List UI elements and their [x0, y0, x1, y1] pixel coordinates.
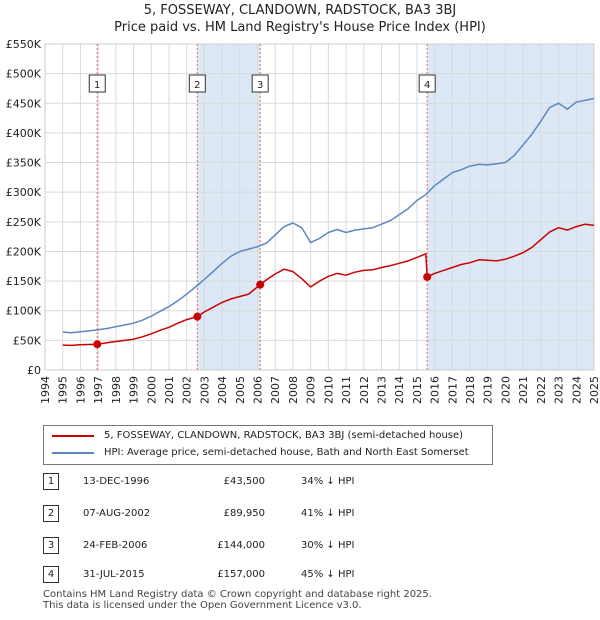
x-axis-ticks: 1994 1995 1996 1997 1998 1999 2000 2001 2002 2003…	[39, 376, 600, 404]
sale-price: £144,000	[217, 540, 265, 551]
sale-marker-box	[88, 74, 106, 93]
x-tick-label: 2001	[163, 376, 176, 404]
footer: Contains HM Land Registry data © Crown c…	[43, 589, 432, 611]
sale-hpi-diff: 41% ↓ HPI	[301, 508, 355, 519]
x-tick-label: 2015	[411, 376, 424, 404]
sale-marker-box	[418, 74, 436, 93]
x-tick-label: 2012	[358, 376, 371, 404]
footer-licence: This data is licensed under the Open Gov…	[43, 600, 362, 611]
y-axis-ticks: £0 £50K £100K £150K £200K £250K £300K £350K £400…	[6, 38, 42, 377]
sale-price: £157,000	[217, 569, 265, 580]
y-tick-label: £200K	[6, 245, 42, 258]
x-tick-label: 2009	[305, 376, 318, 404]
x-tick-label: 2021	[517, 376, 530, 404]
y-tick-label: £300K	[6, 186, 42, 199]
x-tick-label: 1995	[57, 376, 70, 404]
y-tick-label: £250K	[6, 216, 42, 229]
sale-price: £43,500	[223, 476, 265, 487]
sale-hpi-diff: 45% ↓ HPI	[301, 569, 355, 580]
sale-price: £89,950	[223, 508, 265, 519]
x-tick-label: 2023	[553, 376, 566, 404]
sale-date: 13-DEC-1996	[83, 476, 150, 487]
legend-label-property: 5, FOSSEWAY, CLANDOWN, RADSTOCK, BA3 3BJ…	[104, 430, 464, 441]
legend-line-property	[52, 435, 94, 437]
sale-number: 4	[43, 566, 59, 583]
sale-date: 31-JUL-2015	[83, 569, 145, 580]
y-tick-label: £400K	[6, 127, 42, 140]
sale-marker-label: 1	[94, 80, 100, 91]
y-tick-label: £100K	[6, 305, 42, 318]
x-tick-label: 2007	[269, 376, 282, 404]
y-tick-label: £350K	[6, 157, 42, 170]
sale-point	[256, 280, 265, 289]
x-tick-label: 2003	[198, 376, 211, 404]
sale-number: 1	[43, 473, 59, 490]
x-tick-label: 2010	[322, 376, 335, 404]
sale-number: 2	[43, 505, 59, 522]
shaded-range	[197, 44, 261, 370]
x-tick-label: 2008	[287, 376, 300, 404]
x-tick-label: 2018	[464, 376, 477, 404]
x-tick-label: 2016	[429, 376, 442, 404]
y-tick-label: £500K	[6, 68, 42, 81]
sale-point	[93, 340, 102, 349]
x-tick-label: 1996	[74, 376, 87, 404]
hpi-line	[62, 97, 595, 334]
sale-point	[193, 312, 202, 321]
sale-date: 07-AUG-2002	[83, 508, 151, 519]
y-tick-label: £450K	[6, 97, 42, 110]
x-tick-label: 2000	[145, 376, 158, 404]
sale-marker-label: 2	[194, 80, 200, 91]
sale-hpi-diff: 30% ↓ HPI	[301, 540, 355, 551]
legend-label-hpi: HPI: Average price, semi-detached house,…	[104, 447, 469, 458]
x-tick-label: 2024	[570, 376, 583, 404]
x-tick-label: 2019	[482, 376, 495, 404]
x-tick-label: 2005	[234, 376, 247, 404]
y-tick-label: £550K	[6, 38, 42, 51]
grid-layer	[44, 43, 595, 371]
shade-layer	[197, 44, 594, 370]
sale-marker-label: 3	[257, 80, 263, 91]
y-tick-label: £50K	[13, 334, 42, 347]
x-tick-label: 2014	[393, 376, 406, 404]
chart-title: 5, FOSSEWAY, CLANDOWN, RADSTOCK, BA3 3BJ	[143, 3, 457, 18]
x-tick-label: 2002	[181, 376, 194, 404]
sale-marker-boxes: 1 2 3 4	[88, 74, 436, 93]
series-layer	[62, 97, 595, 347]
sale-number: 3	[43, 537, 59, 554]
sale-marker-label: 4	[424, 80, 430, 91]
property-price-line	[62, 223, 595, 347]
plot-border	[44, 43, 595, 371]
x-tick-label: 2020	[499, 376, 512, 404]
sale-hpi-diff: 34% ↓ HPI	[301, 476, 355, 487]
x-tick-label: 1999	[128, 376, 141, 404]
price-chart: 1 2 3 4 £0 £50K £100K £150K £200K £250K £300K £350…	[6, 38, 600, 404]
x-tick-label: 2017	[446, 376, 459, 404]
x-tick-label: 2011	[340, 376, 353, 404]
footer-copyright: Contains HM Land Registry data © Crown c…	[43, 589, 432, 600]
legend: 5, FOSSEWAY, CLANDOWN, RADSTOCK, BA3 3BJ…	[43, 425, 493, 465]
sale-marker-box	[188, 74, 206, 93]
chart-subtitle: Price paid vs. HM Land Registry's House …	[114, 20, 486, 35]
y-tick-label: £150K	[6, 275, 42, 288]
x-tick-label: 1998	[110, 376, 123, 404]
sale-marker-box	[251, 74, 269, 93]
x-tick-label: 2025	[588, 376, 600, 404]
sale-points	[93, 272, 432, 349]
sale-marker-lines	[96, 44, 428, 370]
x-tick-label: 1997	[92, 376, 105, 404]
x-tick-label: 2006	[252, 376, 265, 404]
sale-date: 24-FEB-2006	[83, 540, 148, 551]
x-tick-label: 2004	[216, 376, 229, 404]
sale-point	[423, 272, 432, 281]
x-tick-label: 2013	[375, 376, 388, 404]
y-tick-label: £0	[27, 364, 41, 377]
shaded-range	[427, 44, 594, 370]
legend-line-hpi	[52, 452, 94, 454]
x-tick-label: 1994	[39, 376, 52, 404]
x-tick-label: 2022	[535, 376, 548, 404]
